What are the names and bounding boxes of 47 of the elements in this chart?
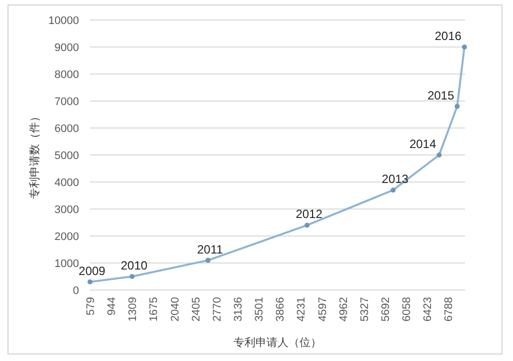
x-tick-label: 6058 [401, 297, 414, 322]
point [130, 274, 135, 279]
y-tick-label: 2000 [54, 231, 79, 243]
y-axis-title: 专利申请数（件） [28, 111, 41, 199]
point [304, 222, 310, 228]
x-tick-label: 3136 [232, 297, 244, 322]
x-tick-label: 2405 [190, 297, 202, 322]
x-tick-label: 1309 [127, 297, 140, 322]
x-tick-label: 6788 [443, 297, 456, 322]
x-tick-label: 3866 [274, 297, 287, 322]
y-tick-label: 8000 [54, 69, 79, 81]
y-tick-label: 5000 [54, 150, 79, 162]
y-tick-label: 9000 [54, 42, 79, 54]
y-tick-label: 0 [72, 285, 79, 297]
point [88, 279, 92, 284]
x-tick-label: 4231 [296, 297, 308, 322]
annotation: 2014 [409, 137, 436, 151]
point [436, 152, 442, 158]
x-tick-label: 944 [106, 297, 118, 316]
y-tick-label: 10000 [48, 15, 79, 27]
x-tick-label: 4962 [338, 297, 350, 322]
x-tick-label: 5327 [358, 297, 371, 322]
point [462, 44, 467, 50]
point [390, 188, 396, 193]
annotation: 2010 [120, 258, 148, 272]
y-tick-label: 6000 [54, 123, 79, 135]
annotation: 2009 [78, 264, 106, 278]
x-tick-label: 6423 [422, 297, 434, 322]
annotation: 2012 [296, 207, 323, 222]
y-tick-label: 1000 [54, 258, 79, 270]
y-tick-label: 3000 [54, 204, 79, 216]
x-tick-label: 3501 [254, 297, 266, 322]
x-tick-label: 579 [85, 297, 97, 316]
x-tick-label: 1675 [148, 297, 160, 322]
point [206, 258, 211, 263]
annotation: 2013 [382, 172, 409, 186]
annotation: 2016 [434, 29, 462, 43]
x-tick-label: 2040 [169, 297, 182, 322]
x-tick-label: 2770 [211, 297, 224, 322]
annotation: 2015 [427, 88, 454, 102]
y-tick-label: 4000 [54, 177, 79, 189]
point [454, 104, 460, 109]
x-axis-title: 专利申请人（位） [234, 336, 322, 349]
y-tick-label: 7000 [54, 96, 79, 108]
annotation: 2011 [197, 242, 224, 256]
x-tick-label: 4597 [316, 297, 329, 322]
x-tick-label: 5692 [380, 297, 392, 322]
